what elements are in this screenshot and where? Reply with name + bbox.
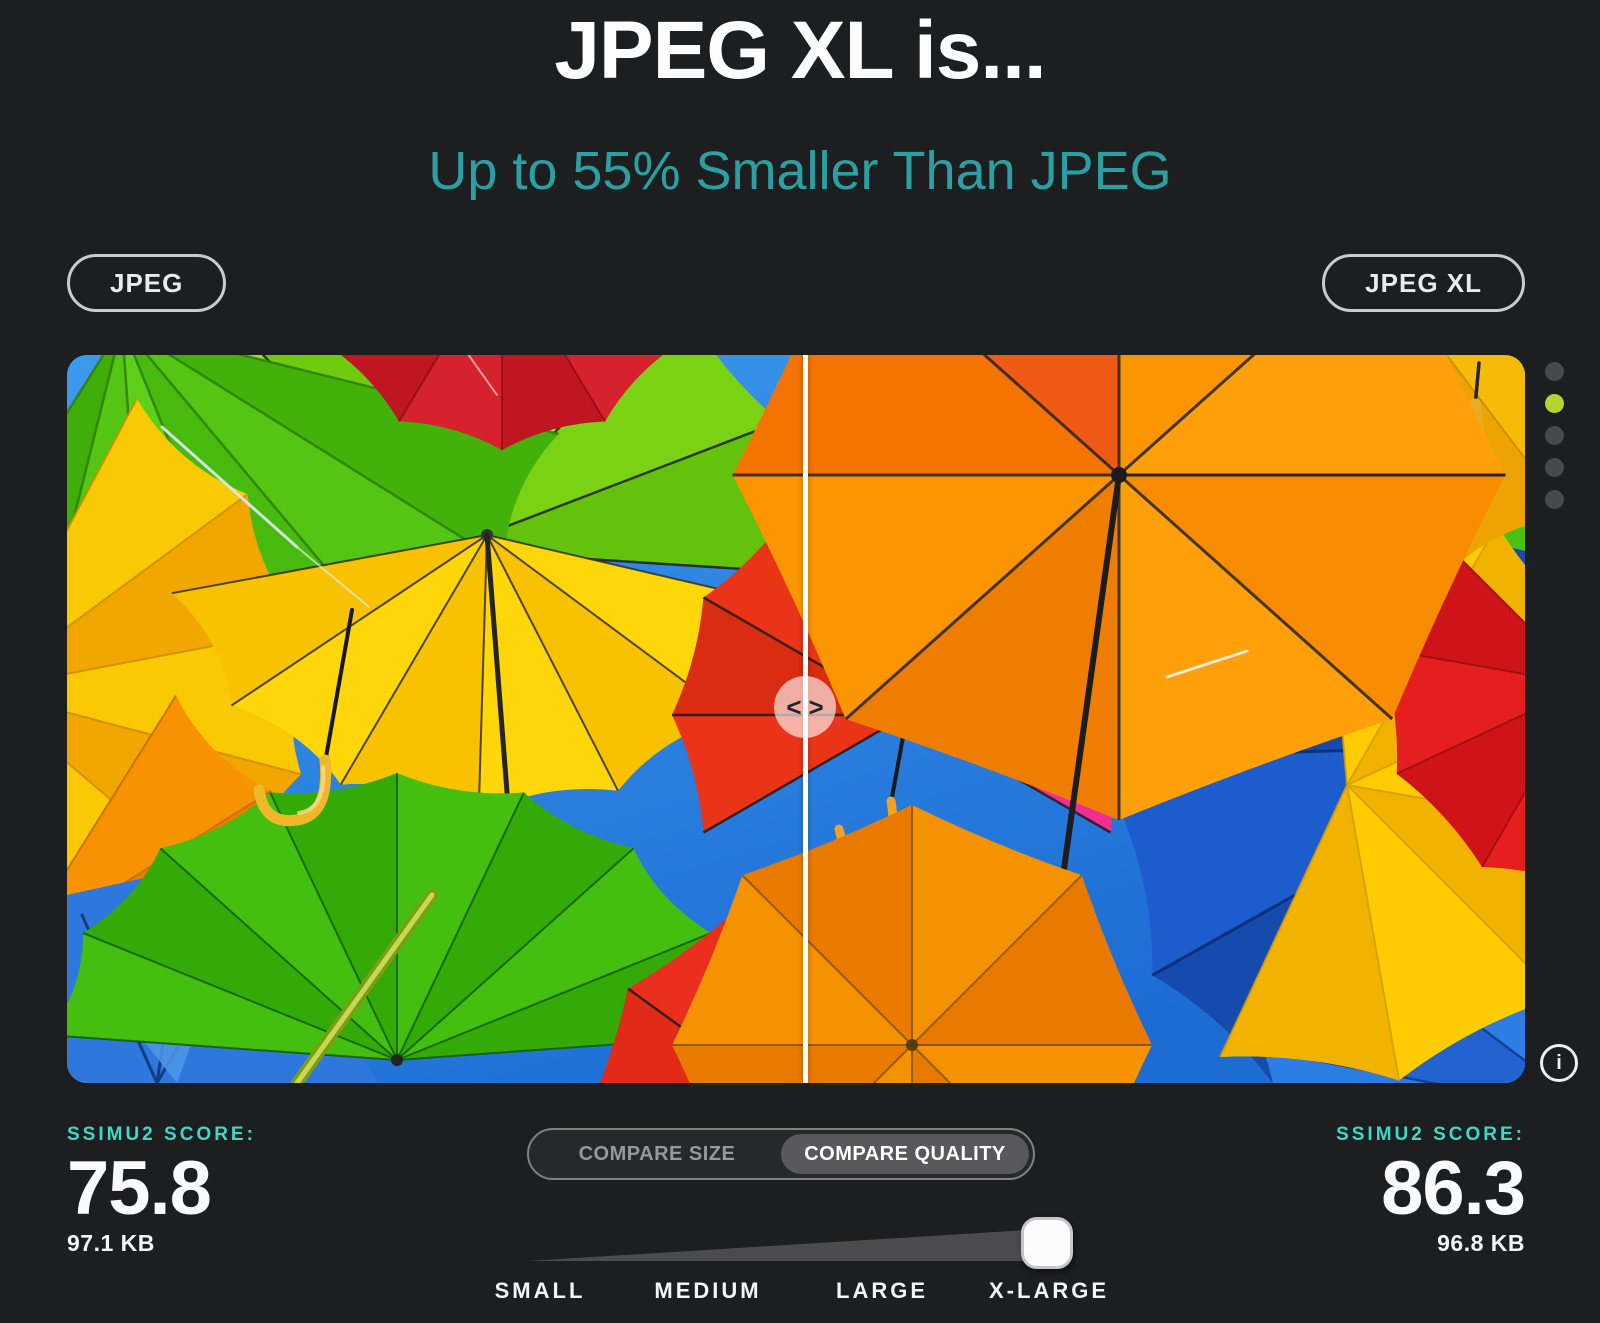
pagination-dots — [1545, 362, 1564, 509]
size-option-x-large[interactable]: X-LARGE — [989, 1278, 1109, 1303]
size-option-large[interactable]: LARGE — [836, 1278, 928, 1303]
pagination-dot[interactable] — [1545, 490, 1564, 509]
toggle-option-compare-size[interactable]: COMPARE SIZE — [533, 1134, 781, 1174]
score-value: 75.8 — [67, 1146, 212, 1231]
score-value: 86.3 — [1381, 1146, 1526, 1231]
size-slider-track[interactable] — [528, 1226, 1060, 1262]
score-label: SSIMU2 SCORE: — [1336, 1124, 1525, 1145]
jpegxl-score-panel: SSIMU2 SCORE: 86.3 96.8 KB — [1336, 1124, 1526, 1257]
pagination-dot[interactable] — [1545, 394, 1564, 413]
score-label: SSIMU2 SCORE: — [67, 1124, 256, 1145]
size-option-medium[interactable]: MEDIUM — [654, 1278, 762, 1303]
chevron-left-icon: < — [786, 692, 802, 722]
format-badge-jpegxl: JPEG XL — [1322, 254, 1525, 312]
size-option-small[interactable]: SMALL — [494, 1278, 586, 1303]
compare-mode-toggle: COMPARE SIZE COMPARE QUALITY — [527, 1128, 1035, 1180]
pagination-dot[interactable] — [1545, 458, 1564, 477]
umbrella-photo — [67, 355, 1525, 1083]
jpeg-score-panel: SSIMU2 SCORE: 75.8 97.1 KB — [67, 1124, 256, 1257]
format-badge-jpeg: JPEG — [67, 254, 227, 312]
info-icon[interactable]: i — [1540, 1044, 1578, 1082]
chevron-right-icon: > — [808, 692, 824, 722]
page-subtitle: Up to 55% Smaller Than JPEG — [428, 141, 1172, 201]
comparison-slider-handle[interactable]: < > — [774, 676, 836, 738]
comparison-viewer[interactable]: < > — [67, 355, 1525, 1083]
page-title: JPEG XL is... — [554, 5, 1046, 96]
pagination-dot[interactable] — [1545, 362, 1564, 381]
info-glyph: i — [1556, 1051, 1562, 1074]
file-size: 97.1 KB — [67, 1229, 155, 1256]
size-slider-handle[interactable] — [1021, 1217, 1073, 1269]
pagination-dot[interactable] — [1545, 426, 1564, 445]
file-size: 96.8 KB — [1437, 1229, 1525, 1256]
toggle-option-compare-quality[interactable]: COMPARE QUALITY — [781, 1134, 1029, 1174]
